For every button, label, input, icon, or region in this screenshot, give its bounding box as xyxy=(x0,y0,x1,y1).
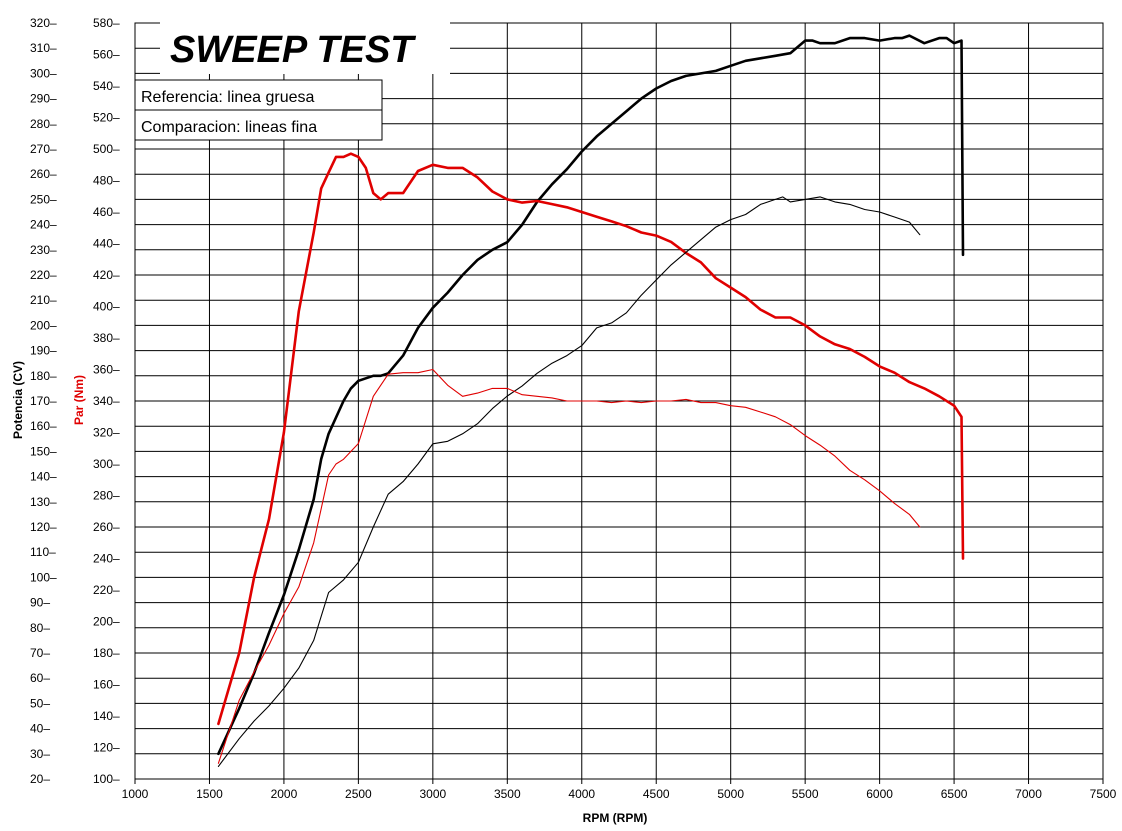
x-tick-label: 4000 xyxy=(568,787,595,801)
power-tick-label: 70– xyxy=(30,646,50,660)
power-tick-label: 290– xyxy=(30,92,57,106)
power-tick-label: 180– xyxy=(30,369,57,383)
power-tick-label: 280– xyxy=(30,117,57,131)
torque-tick-label: 240– xyxy=(93,552,120,566)
torque-tick-label: 320– xyxy=(93,426,120,440)
x-tick-label: 1500 xyxy=(196,787,223,801)
grid-lines xyxy=(134,22,1104,780)
torque-tick-label: 580– xyxy=(93,16,120,30)
power-tick-label: 260– xyxy=(30,167,57,181)
power-tick-label: 80– xyxy=(30,621,50,635)
x-tick-label: 6500 xyxy=(941,787,968,801)
power-tick-label: 310– xyxy=(30,41,57,55)
torque-tick-label: 480– xyxy=(93,174,120,188)
torque-tick-label: 280– xyxy=(93,489,120,503)
power-axis-title: Potencia (CV) xyxy=(11,361,25,439)
x-tick-label: 2000 xyxy=(271,787,298,801)
torque-tick-label: 340– xyxy=(93,394,120,408)
power-tick-label: 30– xyxy=(30,747,50,761)
x-tick-label: 3500 xyxy=(494,787,521,801)
torque-tick-label: 520– xyxy=(93,111,120,125)
torque-tick-label: 400– xyxy=(93,300,120,314)
power-tick-label: 240– xyxy=(30,218,57,232)
x-tick-label: 5000 xyxy=(717,787,744,801)
power-series-line-thin xyxy=(217,196,921,767)
plot-border xyxy=(134,22,1104,780)
legend-entry-reference: Referencia: linea gruesa xyxy=(141,89,315,106)
power-tick-label: 120– xyxy=(30,520,57,534)
axes: 1000 1500 2000 2500 3000 3500 4000 4500 5000 5500… xyxy=(30,16,1117,801)
power-tick-label: 150– xyxy=(30,444,57,458)
data-series xyxy=(217,34,965,767)
torque-tick-label: 360– xyxy=(93,363,120,377)
torque-tick-label: 100– xyxy=(93,772,120,786)
torque-series-line-thin xyxy=(217,368,921,764)
torque-tick-label: 300– xyxy=(93,457,120,471)
torque-tick-label: 200– xyxy=(93,615,120,629)
power-tick-label: 220– xyxy=(30,268,57,282)
x-tick-label: 5500 xyxy=(792,787,819,801)
torque-tick-label: 500– xyxy=(93,142,120,156)
x-tick-label: 4500 xyxy=(643,787,670,801)
torque-tick-label: 380– xyxy=(93,331,120,345)
power-tick-label: 110– xyxy=(30,545,56,559)
torque-tick-label: 260– xyxy=(93,520,120,534)
torque-tick-label: 120– xyxy=(93,741,120,755)
legend-entry-comparison: Comparacion: lineas fina xyxy=(141,119,317,136)
torque-tick-label: 440– xyxy=(93,237,120,251)
power-tick-label: 20– xyxy=(30,772,50,786)
power-tick-label: 190– xyxy=(30,344,57,358)
power-tick-label: 100– xyxy=(30,570,57,584)
torque-tick-label: 160– xyxy=(93,678,120,692)
torque-tick-label: 460– xyxy=(93,205,120,219)
power-tick-label: 160– xyxy=(30,419,57,433)
power-tick-label: 50– xyxy=(30,696,50,710)
torque-axis-title: Par (Nm) xyxy=(72,375,86,425)
power-tick-label: 210– xyxy=(30,293,57,307)
torque-tick-label: 420– xyxy=(93,268,120,282)
power-tick-label: 130– xyxy=(30,495,57,509)
power-tick-label: 250– xyxy=(30,192,57,206)
power-tick-label: 230– xyxy=(30,243,57,257)
x-tick-label: 3000 xyxy=(419,787,446,801)
legend: Referencia: linea gruesa Comparacion: li… xyxy=(134,79,383,141)
power-tick-label: 90– xyxy=(30,596,50,610)
torque-series-line-thick xyxy=(217,152,965,726)
power-tick-label: 200– xyxy=(30,318,57,332)
torque-tick-label: 560– xyxy=(93,48,120,62)
x-axis-title: RPM (RPM) xyxy=(583,811,648,825)
torque-tick-label: 140– xyxy=(93,709,120,723)
x-tick-label: 7500 xyxy=(1090,787,1117,801)
power-tick-label: 170– xyxy=(30,394,57,408)
chart-title: SWEEP TEST xyxy=(170,29,416,71)
x-tick-label: 6000 xyxy=(866,787,893,801)
torque-tick-label: 180– xyxy=(93,646,120,660)
x-tick-label: 1000 xyxy=(122,787,149,801)
torque-tick-label: 540– xyxy=(93,79,120,93)
power-tick-label: 140– xyxy=(30,470,57,484)
x-tick-label: 2500 xyxy=(345,787,372,801)
power-tick-label: 40– xyxy=(30,722,50,736)
power-series-line-thick xyxy=(217,34,965,756)
power-tick-label: 320– xyxy=(30,16,57,30)
power-tick-label: 60– xyxy=(30,671,50,685)
torque-tick-label: 220– xyxy=(93,583,120,597)
power-tick-label: 270– xyxy=(30,142,57,156)
power-tick-label: 300– xyxy=(30,66,57,80)
title-box xyxy=(160,22,450,74)
x-tick-label: 7000 xyxy=(1015,787,1042,801)
